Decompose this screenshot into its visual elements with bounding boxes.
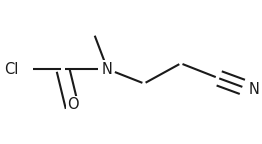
Text: O: O xyxy=(68,97,79,112)
Text: Cl: Cl xyxy=(4,62,18,77)
Text: N: N xyxy=(249,82,260,97)
Text: N: N xyxy=(102,62,113,77)
